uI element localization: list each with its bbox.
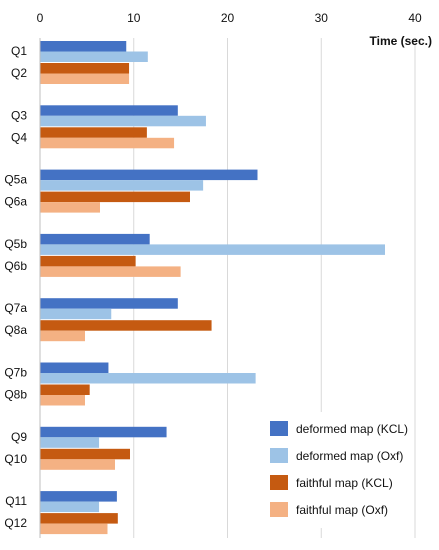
bar — [40, 362, 109, 373]
x-tick-label: 40 — [408, 11, 422, 25]
x-tick-label: 20 — [221, 11, 235, 25]
bar — [40, 115, 206, 127]
bars — [40, 41, 385, 535]
bar — [40, 437, 100, 448]
bar — [40, 513, 118, 524]
category-label: Q1 — [11, 44, 27, 58]
category-label: Q11 — [5, 494, 27, 508]
bar — [40, 330, 85, 342]
bar — [40, 426, 167, 438]
category-label: Q8b — [4, 388, 27, 402]
bar — [40, 202, 100, 213]
legend-label: faithful map (KCL) — [296, 476, 393, 490]
bar — [40, 244, 385, 255]
legend-label: deformed map (Oxf) — [296, 449, 403, 463]
x-axis: Time (sec.) — [39, 34, 432, 538]
bar — [40, 41, 127, 52]
legend-swatch — [270, 421, 288, 436]
category-label: Q7b — [4, 366, 27, 380]
legend-swatch — [270, 502, 288, 517]
bar — [40, 459, 115, 470]
category-labels: Q1 Q2 Q3 Q4 Q5a Q6a Q5b Q6b Q7a Q8a Q7b Q8b Q9 Q10 Q11… — [4, 44, 27, 530]
legend-swatch — [270, 475, 288, 490]
category-label: Q9 — [11, 430, 27, 444]
bar — [40, 491, 117, 502]
bar — [40, 298, 178, 309]
bar — [40, 308, 112, 320]
bar — [40, 180, 204, 191]
bar — [40, 127, 147, 138]
bar — [40, 233, 150, 245]
bar — [40, 51, 148, 62]
bar — [40, 373, 256, 384]
bar — [40, 384, 90, 395]
bar — [40, 501, 100, 513]
category-label: Q6b — [4, 259, 27, 273]
bar — [40, 191, 190, 203]
category-label: Q5a — [4, 173, 27, 187]
x-axis-title: Time (sec.) — [370, 34, 432, 48]
bar — [40, 105, 178, 116]
bar — [40, 73, 130, 84]
category-label: Q3 — [11, 108, 27, 122]
legend-swatch — [270, 448, 288, 463]
category-label: Q6a — [4, 195, 27, 209]
x-tick-label: 30 — [315, 11, 329, 25]
category-label: Q4 — [11, 130, 27, 144]
x-tick-label: 10 — [127, 11, 141, 25]
bar — [40, 255, 136, 267]
bar — [40, 395, 85, 406]
category-label: Q8a — [4, 323, 27, 337]
bar — [40, 266, 181, 277]
x-tick-label: 0 — [37, 11, 44, 25]
legend-label: deformed map (KCL) — [296, 422, 408, 436]
bar — [40, 523, 108, 535]
bar — [40, 448, 130, 460]
legend-label: faithful map (Oxf) — [296, 503, 388, 517]
category-label: Q12 — [4, 516, 27, 530]
category-label: Q5b — [4, 237, 27, 251]
bar — [40, 63, 130, 74]
category-label: Q10 — [4, 452, 27, 466]
category-label: Q7a — [4, 301, 27, 315]
bar — [40, 169, 258, 181]
category-label: Q2 — [11, 66, 27, 80]
bar — [40, 137, 175, 149]
bar — [40, 320, 212, 331]
legend: deformed map (KCL) deformed map (Oxf) fait… — [262, 412, 412, 528]
